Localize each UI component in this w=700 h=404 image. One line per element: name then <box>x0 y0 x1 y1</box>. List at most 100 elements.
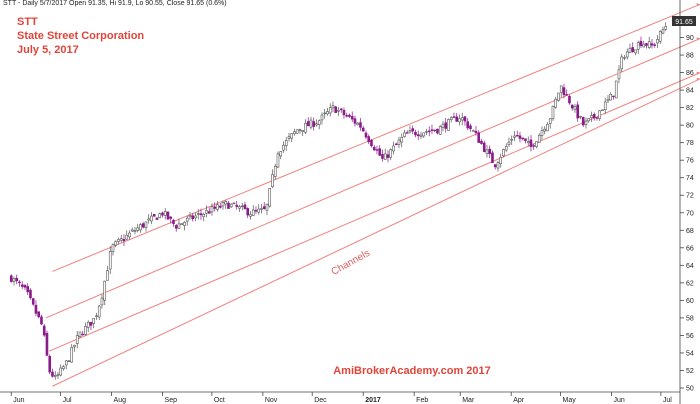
candle-body <box>268 188 272 207</box>
candle-body <box>345 115 349 117</box>
candle-body <box>620 56 624 70</box>
channel-arrow <box>696 3 700 7</box>
channel-line <box>45 38 700 319</box>
candle-body <box>331 105 335 109</box>
candle-body <box>350 116 354 120</box>
x-tick-label: Nov <box>265 397 278 404</box>
candle-body <box>419 134 423 137</box>
candle-body <box>480 140 483 144</box>
y-tick-label: 82 <box>686 105 694 112</box>
candle-body <box>636 42 640 50</box>
candle-body <box>557 92 560 101</box>
company-name: State Street Corporation <box>17 30 145 42</box>
candle-body <box>216 204 219 210</box>
candle-body <box>53 375 57 377</box>
candle-body <box>174 225 178 229</box>
ticker-symbol: STT <box>17 16 38 28</box>
candle-body <box>9 275 13 282</box>
candle-body <box>205 210 208 214</box>
candle-body <box>397 139 401 145</box>
candle-body <box>444 122 448 129</box>
candle-body <box>386 154 390 158</box>
candle-body <box>172 219 175 224</box>
candle-body <box>568 96 571 104</box>
candle-body <box>287 136 291 139</box>
candle-body <box>647 41 651 48</box>
candle-body <box>136 227 140 231</box>
candle-body <box>537 134 541 143</box>
candle-body <box>559 85 563 93</box>
candle-body <box>491 152 494 164</box>
candle-body <box>458 118 461 123</box>
channels-label: Channels <box>330 248 372 278</box>
channel-line <box>52 3 700 272</box>
y-axis-ticks: 50 52 54 56 58 60 62 64 66 68 70 72 74 76 78 80 82 84 86 88… <box>680 18 694 393</box>
candle-body <box>587 118 591 122</box>
candle-body <box>595 117 599 119</box>
candle-body <box>40 316 43 325</box>
candle-body <box>169 216 173 219</box>
candle-body <box>510 139 514 141</box>
candle-body <box>290 133 294 139</box>
candle-body <box>664 26 668 30</box>
candle-body <box>339 108 343 111</box>
candle-body <box>422 132 426 137</box>
candle-body <box>524 138 527 141</box>
candle-body <box>117 239 120 242</box>
x-axis-ticks: Jun Jul Aug Sep Oct Nov Dec 2017 Feb Mar Apr May Jun… <box>10 392 672 404</box>
candle-body <box>139 224 142 231</box>
candle-body <box>328 107 332 114</box>
candle-body <box>273 165 277 177</box>
candle-body <box>474 130 478 134</box>
y-tick-label: 90 <box>686 35 694 42</box>
candle-body <box>529 139 533 147</box>
candle-body <box>507 141 511 146</box>
candle-body <box>353 118 357 124</box>
candle-body <box>400 136 404 143</box>
candles <box>9 22 668 380</box>
x-tick-label: Jun <box>13 397 24 404</box>
candle-body <box>392 145 395 152</box>
candle-body <box>518 135 522 139</box>
candle-body <box>147 218 151 221</box>
y-tick-label: 66 <box>686 245 694 252</box>
candle-body <box>581 117 585 126</box>
candle-body <box>466 121 470 129</box>
candle-body <box>623 57 626 59</box>
x-tick-label: Sep <box>165 397 178 404</box>
candle-body <box>15 277 19 282</box>
candle-body <box>202 213 206 217</box>
candle-body <box>625 51 629 58</box>
candle-body <box>551 105 555 119</box>
y-tick-label: 86 <box>686 70 694 77</box>
candle-body <box>301 129 305 132</box>
candle-body <box>438 126 442 135</box>
candle-body <box>73 345 76 348</box>
candle-body <box>447 119 450 131</box>
candle-body <box>97 305 101 318</box>
candle-body <box>609 93 613 101</box>
candle-body <box>471 130 475 132</box>
candle-body <box>592 114 596 119</box>
candle-body <box>645 43 648 46</box>
candle-body <box>584 120 588 125</box>
candle-body <box>152 214 156 217</box>
candle-body <box>425 131 428 133</box>
candle-body <box>570 104 574 109</box>
candle-body <box>262 206 266 209</box>
candle-body <box>229 203 233 208</box>
candle-body <box>436 128 439 134</box>
candle-body <box>612 95 615 98</box>
candle-body <box>125 234 129 240</box>
candle-body <box>603 101 607 110</box>
candle-body <box>240 205 244 208</box>
candle-body <box>356 122 360 126</box>
price-tag: 91.65 <box>672 16 696 26</box>
candle-body <box>213 206 217 209</box>
candle-body <box>62 366 65 369</box>
candle-body <box>381 154 384 159</box>
candle-body <box>133 230 137 232</box>
candle-body <box>207 211 211 214</box>
candle-body <box>389 149 393 158</box>
candle-body <box>180 223 184 225</box>
